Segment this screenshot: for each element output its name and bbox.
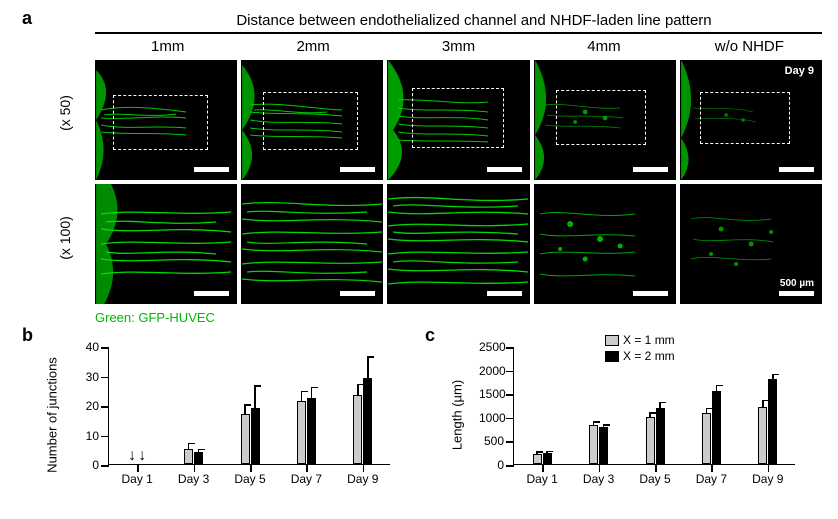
legend-swatch-1 bbox=[605, 335, 619, 346]
panel-a-label: a bbox=[22, 8, 32, 29]
legend-swatch-2 bbox=[605, 351, 619, 362]
legend-item-2: X = 2 mm bbox=[605, 349, 675, 363]
panel-a-title: Distance between endothelialized channel… bbox=[140, 12, 808, 29]
header-line bbox=[95, 32, 822, 34]
scalebar bbox=[487, 167, 522, 172]
scalebar bbox=[487, 291, 522, 296]
dashed-roi bbox=[700, 92, 790, 144]
column-headers: 1mm 2mm 3mm 4mm w/o NHDF bbox=[95, 38, 822, 55]
scalebar bbox=[779, 291, 814, 296]
dashed-roi bbox=[263, 92, 358, 150]
chart-c-ylabel: Length (µm) bbox=[450, 380, 465, 450]
col-header-4: 4mm bbox=[531, 38, 676, 55]
panel-b-label: b bbox=[22, 325, 33, 346]
chart-b-ylabel: Number of junctions bbox=[45, 357, 60, 473]
micro-image-1-1 bbox=[95, 60, 237, 180]
micro-image-2-2 bbox=[241, 184, 383, 304]
dashed-roi bbox=[556, 90, 646, 145]
micro-image-2-5: 500 µm bbox=[680, 184, 822, 304]
col-header-3: 3mm bbox=[386, 38, 531, 55]
dashed-roi bbox=[113, 95, 208, 150]
chart-legend: X = 1 mm X = 2 mm bbox=[605, 333, 675, 363]
micro-image-2-1 bbox=[95, 184, 237, 304]
micro-image-1-5: Day 9 bbox=[680, 60, 822, 180]
row-label-1: (x 50) bbox=[57, 63, 73, 163]
legend-item-1: X = 1 mm bbox=[605, 333, 675, 347]
scalebar bbox=[340, 167, 375, 172]
scalebar bbox=[779, 167, 814, 172]
scalebar bbox=[633, 291, 668, 296]
scalebar bbox=[194, 167, 229, 172]
scalebar bbox=[340, 291, 375, 296]
scalebar bbox=[194, 291, 229, 296]
panel-c-label: c bbox=[425, 325, 435, 346]
row-label-2: (x 100) bbox=[57, 188, 73, 288]
micro-image-2-4 bbox=[534, 184, 676, 304]
chart-b-plot: 010203040Day 1↓↓Day 3Day 5Day 7Day 9 bbox=[108, 347, 390, 465]
scalebar bbox=[633, 167, 668, 172]
chart-c: Length (µm) 05001000150020002500Day 1Day… bbox=[465, 335, 805, 495]
col-header-5: w/o NHDF bbox=[677, 38, 822, 55]
micro-image-1-2 bbox=[241, 60, 383, 180]
image-row-1: Day 9 bbox=[95, 60, 822, 180]
green-caption: Green: GFP-HUVEC bbox=[95, 310, 215, 325]
micro-image-1-4 bbox=[534, 60, 676, 180]
scalebar-label: 500 µm bbox=[780, 278, 814, 289]
chart-b: Number of junctions 010203040Day 1↓↓Day … bbox=[60, 335, 400, 495]
micro-image-1-3 bbox=[387, 60, 529, 180]
day-label: Day 9 bbox=[785, 65, 814, 77]
chart-c-plot: 05001000150020002500Day 1Day 3Day 5Day 7… bbox=[513, 347, 795, 465]
micro-image-2-3 bbox=[387, 184, 529, 304]
col-header-2: 2mm bbox=[240, 38, 385, 55]
image-row-2: 500 µm bbox=[95, 184, 822, 304]
dashed-roi bbox=[412, 88, 504, 148]
image-grid: Day 9 bbox=[95, 60, 822, 304]
col-header-1: 1mm bbox=[95, 38, 240, 55]
